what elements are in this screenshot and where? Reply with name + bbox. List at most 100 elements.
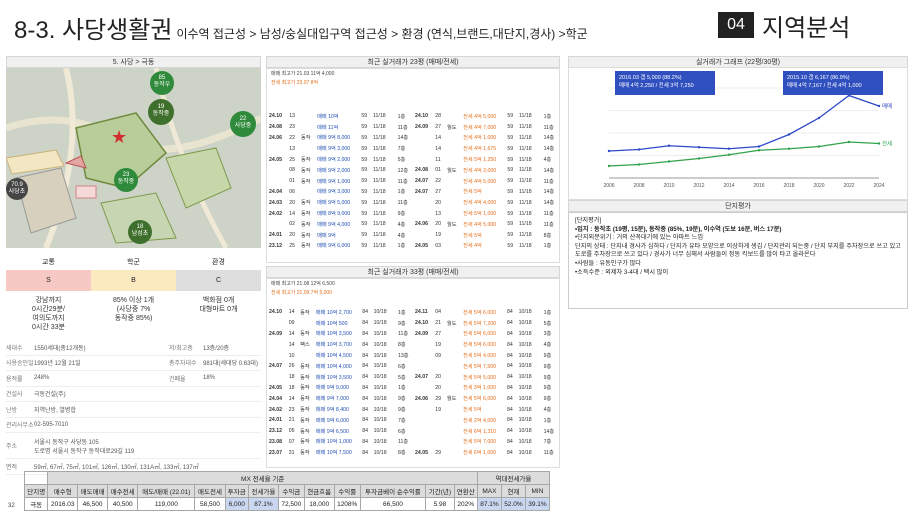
table-row: 24.01 21 동작 매매 9억 6,000 84 10/18 7층 bbox=[267, 415, 413, 426]
table-cell: 03 bbox=[435, 242, 442, 249]
table-cell: 59 bbox=[361, 221, 368, 228]
table-cell: 7층 bbox=[398, 417, 406, 424]
info-key: 세대수 bbox=[6, 345, 23, 352]
data-cell: 119,000 bbox=[137, 497, 196, 511]
table-row: 24.04 14 동작 매매 9억 7,000 84 10/18 9층 bbox=[267, 393, 413, 404]
table-cell: 23.12 bbox=[269, 242, 282, 249]
table-cell: 29 bbox=[435, 449, 441, 456]
table-row: 24.02 23 동작 매매 9억 8,400 84 10/18 9층 bbox=[267, 404, 413, 415]
header-cell: 기간(년) bbox=[425, 484, 455, 498]
table-row: 24.08 01 월도 전세 4억 2,000 59 11/18 14층 bbox=[413, 165, 559, 176]
table-cell: 11/18 bbox=[373, 199, 386, 206]
series-label: 전세 bbox=[882, 140, 892, 148]
table-cell: 24.08 bbox=[415, 167, 428, 174]
table-cell: 11층 bbox=[543, 221, 554, 228]
table-cell: 9층 bbox=[543, 363, 552, 370]
info-row: 세대수 1550세대(총12개동) 저/최고층 13층/20층 bbox=[6, 340, 261, 356]
table-cell: 11 bbox=[435, 156, 441, 163]
info-key: 난방 bbox=[6, 407, 18, 414]
table-cell: 24.04 bbox=[269, 395, 282, 402]
table-cell: 동작 bbox=[300, 232, 311, 239]
table-cell: 매매 9억 2,000 bbox=[317, 157, 351, 164]
table-cell: 27 bbox=[435, 330, 441, 337]
t23-panel: 매매 최고가 21.03 11억 4,000 전세 최고가 23.07 8억 2… bbox=[266, 68, 560, 263]
table-cell: 월도 bbox=[446, 167, 457, 174]
table-cell: 동작 bbox=[300, 309, 310, 316]
location-map: ★ 85 동작우 19 동작중 22 사당중 23 동작중 70.9 사당초 1… bbox=[6, 68, 261, 248]
table-cell: 매매 8억 9,000 bbox=[317, 211, 351, 218]
table-row: 20 전세 4억 4,000 59 11/18 14층 bbox=[413, 197, 559, 208]
category-details: 강남까지 0시간29분/ 여의도까지 0시간 33분 85% 이상 1개 (사당… bbox=[6, 294, 261, 331]
data-cell: 6,000 bbox=[224, 497, 249, 511]
table-cell: 14 bbox=[289, 210, 296, 217]
data-point bbox=[817, 116, 821, 120]
table-row: 23.12 05 동작 매매 9억 6,500 84 10/18 6층 bbox=[267, 426, 413, 437]
table-cell: 84 bbox=[362, 428, 369, 435]
table-cell: 24.05 bbox=[415, 449, 428, 456]
table-cell: 24.09 bbox=[415, 330, 428, 337]
table-cell: 동작 bbox=[300, 374, 310, 381]
table-cell bbox=[299, 111, 315, 122]
table-cell: 10/18 bbox=[518, 395, 532, 402]
map-tag: 22 사당중 bbox=[230, 111, 256, 137]
x-tick-label: 2016 bbox=[753, 183, 764, 189]
table-cell: 매매 9억 7,000 bbox=[315, 396, 349, 403]
table-cell: 1층 bbox=[397, 189, 406, 196]
table-cell: 전세 3억 1,000 bbox=[462, 385, 497, 392]
table-cell: 11층 bbox=[543, 124, 554, 131]
table-cell: 4층 bbox=[543, 157, 552, 164]
table-cell: 14층 bbox=[543, 167, 555, 174]
table-cell: 14 bbox=[288, 395, 295, 402]
info-value: 서울시 동작구 사당동 105 도로명 서울시 동작구 동작대로29길 119 bbox=[34, 439, 135, 455]
table-row: 24.07 22 전세 4억 5,000 59 11/18 11층 bbox=[413, 176, 559, 187]
school-detail: 85% 이상 1개 (사당중 7% 동작중 85%) bbox=[112, 297, 155, 322]
table-cell: 21 bbox=[288, 417, 295, 424]
table-cell: 매매 9억 4,000 bbox=[317, 221, 351, 228]
table-cell: 59 bbox=[507, 199, 514, 206]
table-cell: 84 bbox=[362, 309, 369, 316]
table-cell: 14 bbox=[288, 309, 295, 316]
table-cell: 23 bbox=[289, 124, 296, 131]
t23-title: 최근 실거래가 23평 (매매/전세) bbox=[266, 56, 560, 68]
table-cell: 11/18 bbox=[373, 232, 386, 239]
table-cell: 23.12 bbox=[269, 428, 282, 435]
table-cell: 24.05 bbox=[415, 242, 428, 249]
info-value: 극동건설(주) bbox=[34, 392, 66, 399]
table-cell: 09 bbox=[435, 352, 441, 359]
data-point bbox=[607, 164, 611, 168]
table-cell: 84 bbox=[507, 384, 513, 391]
info-key: 면적 bbox=[6, 464, 18, 471]
table-cell: 10/18 bbox=[518, 320, 532, 327]
header-cell: 현재 bbox=[500, 484, 526, 498]
header-cell: 매도전세 bbox=[194, 484, 226, 498]
table-cell: 06 bbox=[289, 188, 296, 195]
table-cell: 전세 5억 6,000 bbox=[462, 309, 497, 316]
table-cell: 59 bbox=[361, 178, 368, 185]
table-cell: 59 bbox=[507, 156, 514, 163]
table-cell bbox=[445, 154, 461, 165]
table-cell: 9층 bbox=[543, 374, 552, 381]
table-cell: 59 bbox=[507, 113, 514, 120]
table-cell: 전세 6억 1,000 bbox=[462, 450, 497, 457]
t33-sale-table: 24.10 14 동작 매매 10억 2,700 84 10/18 1층 09 매매 10억 5… bbox=[267, 307, 413, 458]
header-cell: 수익금 bbox=[278, 484, 305, 498]
data-cell: 극동 bbox=[23, 497, 49, 511]
table-row: 24.06 20 월도 전세 4억 5,000 59 11/18 11층 bbox=[413, 219, 559, 230]
table-cell bbox=[445, 176, 461, 187]
table-cell: 84 bbox=[507, 352, 513, 359]
info-value: 13층/20층 bbox=[203, 345, 230, 352]
data-point bbox=[877, 142, 881, 145]
table-cell: 1층 bbox=[397, 243, 406, 250]
table-cell: 매매 10억 3,500 bbox=[315, 374, 352, 381]
table-cell bbox=[267, 339, 287, 350]
table-cell: 24.10 bbox=[415, 320, 428, 327]
table-cell: 매매 10억 3,500 bbox=[315, 331, 352, 338]
table-cell bbox=[413, 350, 433, 361]
table-cell: 1층 bbox=[398, 385, 406, 392]
info-key: 용적률 bbox=[6, 376, 23, 383]
data-cell: 202% bbox=[453, 497, 478, 511]
table-cell bbox=[445, 197, 461, 208]
page-title: 8-3. 사당생활권 이수역 접근성 > 남성/숭실대입구역 접근성 > 환경 (… bbox=[14, 17, 588, 44]
table-cell: 매매 9억 3,000 bbox=[317, 146, 351, 153]
t33-rent-table: 24.11 04 전세 5억 6,000 84 10/18 1층 24.10 21 월도 전세 5… bbox=[413, 307, 559, 458]
